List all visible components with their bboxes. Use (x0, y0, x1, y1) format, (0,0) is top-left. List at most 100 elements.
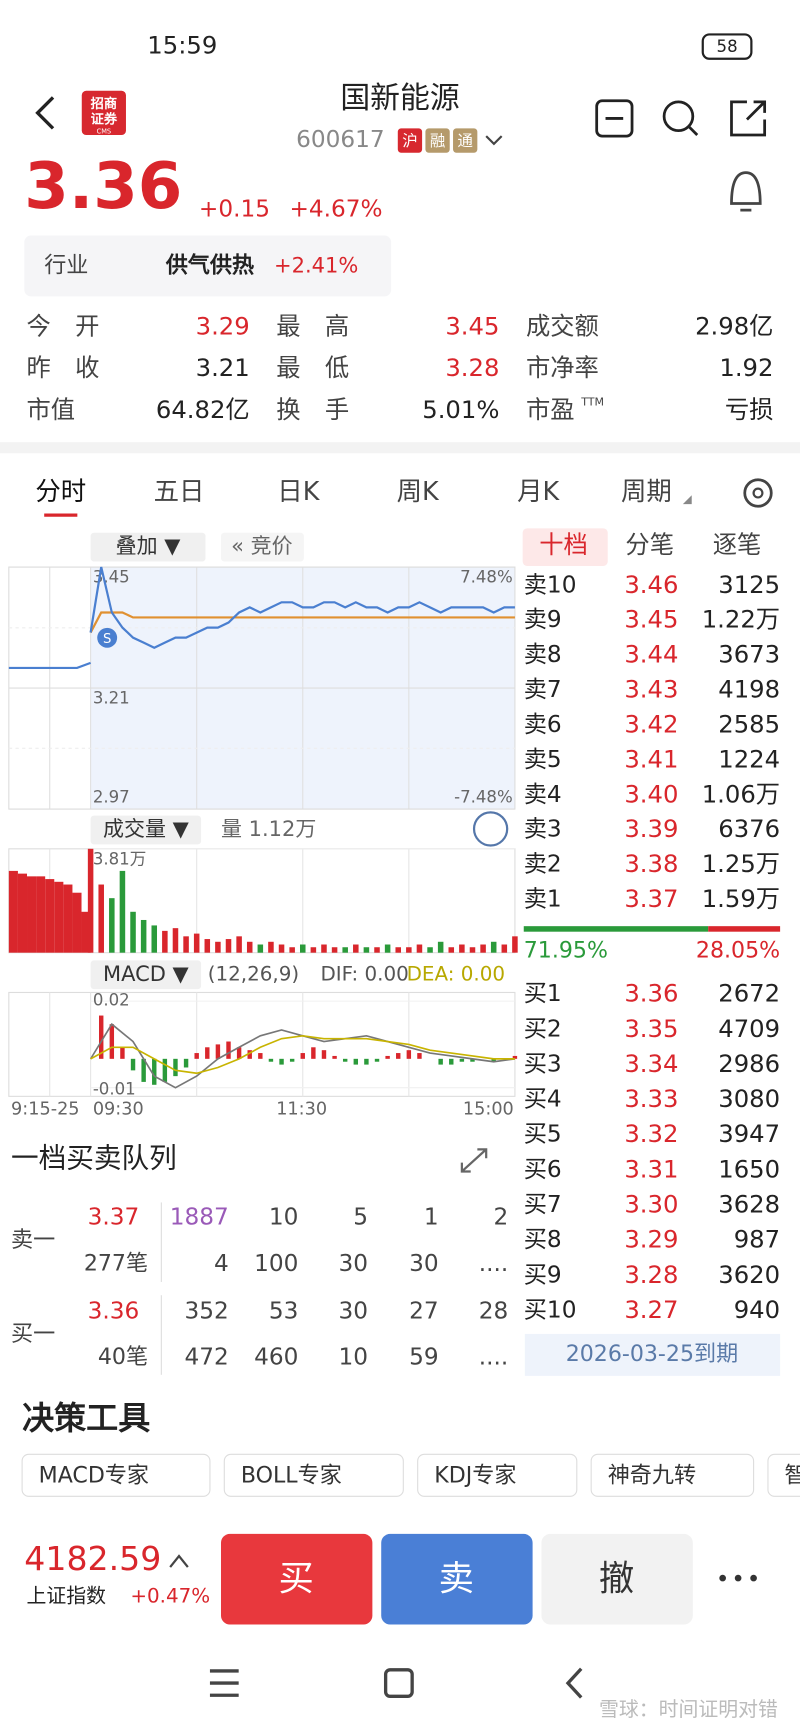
buy-label[interactable]: 买 (278, 1558, 313, 1599)
book-level: 卖4 (524, 781, 562, 808)
macd-bar (279, 1058, 284, 1065)
buy-button[interactable] (220, 1533, 373, 1625)
book-level: 买10 (524, 1296, 577, 1323)
queue-price: 3.36 (88, 1297, 140, 1324)
volume-bar (395, 947, 401, 953)
tool-button[interactable] (417, 1453, 578, 1497)
stat-label: 今 开 (27, 311, 100, 340)
tool-button[interactable] (21, 1453, 211, 1497)
stat-value: 2.98亿 (695, 311, 773, 340)
nav-back[interactable] (565, 1667, 583, 1699)
book-price: 3.45 (624, 605, 678, 634)
tag: 沪 (402, 132, 417, 150)
cancel-button[interactable] (541, 1533, 693, 1625)
book-volume: 1.22万 (702, 605, 780, 634)
y-tick-label: 3.81万 (93, 849, 146, 868)
y-tick-label: -0.01 (93, 1079, 136, 1098)
tab[interactable]: 五日 (154, 476, 205, 506)
book-price: 3.37 (624, 884, 678, 913)
control-box[interactable] (90, 815, 202, 845)
control-box[interactable] (90, 960, 202, 990)
alert-icon[interactable] (730, 171, 762, 212)
tab[interactable]: 月K (517, 476, 560, 506)
expand-icon[interactable] (472, 811, 509, 847)
industry-box[interactable] (24, 235, 392, 297)
settings-icon[interactable] (743, 478, 773, 508)
signal-marker-text: S (103, 632, 111, 647)
book-volume: 4198 (718, 675, 780, 704)
book-level: 卖5 (524, 746, 562, 773)
nav-home[interactable] (383, 1668, 414, 1698)
book-volume: 4709 (718, 1014, 780, 1043)
tool-button[interactable] (767, 1453, 800, 1497)
search-icon[interactable] (662, 100, 695, 132)
book-volume: 1650 (718, 1154, 780, 1183)
volume-bar (490, 941, 497, 953)
tag: 通 (457, 132, 472, 150)
volume-bar (257, 944, 264, 953)
book-price: 3.30 (624, 1190, 678, 1219)
control-box[interactable] (90, 532, 206, 562)
macd-bar (342, 1058, 348, 1062)
book-level: 买8 (524, 1226, 562, 1253)
tab-active-bg[interactable] (522, 528, 608, 566)
index-value: 4182.59 (24, 1539, 161, 1578)
tool-label: MACD专家 (39, 1462, 149, 1488)
pct-tick-label: 7.48% (460, 568, 513, 587)
book-price: 3.39 (624, 814, 678, 843)
back-icon[interactable] (35, 96, 55, 130)
stat-value: 3.45 (445, 311, 499, 340)
control-box[interactable] (220, 532, 304, 562)
book-volume: 987 (734, 1225, 780, 1254)
ratio-buy: 71.95% (524, 938, 608, 964)
share-icon[interactable] (730, 100, 767, 137)
tab[interactable]: 周期 (621, 476, 672, 506)
volume-bar (183, 936, 189, 953)
tag: 融 (430, 132, 445, 150)
stat-label: 市盈 (526, 395, 575, 424)
volume-bar (109, 898, 115, 953)
book-level: 卖6 (524, 711, 562, 738)
volume-bar (140, 919, 147, 953)
book-volume: 2672 (718, 979, 780, 1008)
tool-button[interactable] (590, 1453, 755, 1497)
tab[interactable]: 周K (397, 476, 440, 506)
volume-bar (98, 884, 104, 953)
stat-label: 市净率 (526, 353, 599, 382)
volume-control: 成交量 ▼ (103, 817, 190, 841)
macd-bar (417, 1053, 422, 1059)
more-dot (734, 1574, 742, 1582)
cancel-label[interactable]: 撤 (599, 1558, 634, 1599)
minus-icon[interactable] (595, 99, 634, 138)
logo (81, 90, 126, 136)
book-price: 3.28 (624, 1260, 678, 1289)
stock-name: 国新能源 (340, 81, 459, 116)
logo-text: 证券 (91, 111, 118, 128)
pct-tick-label: -7.48% (454, 787, 513, 806)
tab[interactable]: 日K (277, 476, 320, 506)
battery-level: 58 (717, 37, 738, 56)
book-tab[interactable]: 逐笔 (713, 530, 762, 559)
queue-order: 30 (338, 1297, 368, 1324)
nav-menu[interactable] (209, 1669, 239, 1697)
stat-label: 昨 收 (27, 353, 100, 382)
time-label: 11:30 (276, 1100, 327, 1120)
macd-bar (512, 1055, 518, 1059)
stat-value: 5.01% (422, 395, 499, 424)
queue-count: 277笔 (84, 1250, 148, 1276)
macd-bar (162, 1058, 168, 1082)
sell-button[interactable] (381, 1533, 533, 1625)
book-tab[interactable]: 十档 (539, 530, 588, 559)
volume-bar (45, 879, 55, 953)
tool-button[interactable] (223, 1453, 404, 1497)
book-level: 买9 (524, 1261, 562, 1288)
more-dot[interactable] (719, 1574, 726, 1582)
book-tab[interactable]: 分笔 (625, 530, 674, 559)
tab[interactable]: 分时 (35, 476, 86, 506)
expand-queue-icon[interactable] (460, 1148, 488, 1173)
volume-bar (469, 947, 476, 953)
dropdown-icon[interactable] (485, 135, 503, 146)
sell-label[interactable]: 卖 (439, 1558, 474, 1599)
macd-bar (141, 1058, 146, 1082)
